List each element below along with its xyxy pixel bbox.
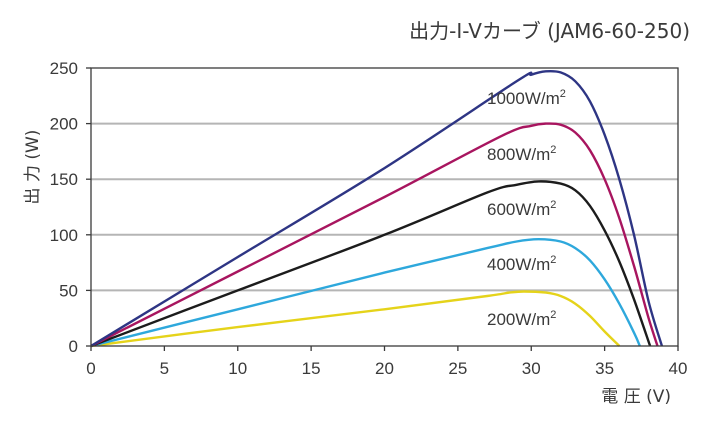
series-label: 1000W/m2 [487,88,566,108]
y-tick-label: 0 [69,337,78,356]
gridlines [91,122,678,292]
x-tick-label: 25 [448,359,467,378]
y-tick-label: 250 [50,59,78,78]
series-label: 200W/m2 [487,309,556,329]
series-label: 400W/m2 [487,254,556,274]
y-axis-title: 出 力 (W) [23,130,43,205]
x-tick-label: 35 [595,359,614,378]
series-line [90,290,621,348]
series-line [90,122,659,348]
series-labels: 1000W/m2 800W/m2 600W/m2 400W/m2 200W/m2 [487,88,566,329]
series-line [90,180,652,348]
x-axis-title: 電 圧 (V) [601,387,671,407]
x-tick-label: 0 [86,359,95,378]
x-axis-ticks: 0 5 10 15 20 25 30 35 40 [86,346,687,378]
series-layer [90,69,664,348]
x-tick-label: 40 [669,359,688,378]
x-tick-label: 10 [228,359,247,378]
x-tick-label: 20 [375,359,394,378]
y-axis-ticks: 0 50 100 150 200 250 [50,59,91,356]
x-tick-label: 30 [522,359,541,378]
x-tick-label: 5 [160,359,169,378]
x-tick-label: 15 [302,359,321,378]
y-tick-label: 100 [50,226,78,245]
y-tick-label: 50 [59,281,78,300]
series-line [90,69,664,348]
y-tick-label: 200 [50,115,78,134]
chart-title: 出力-I-Vカーブ (JAM6-60-250) [409,19,690,43]
series-label: 800W/m2 [487,144,556,164]
series-line [90,238,641,348]
y-tick-label: 150 [50,170,78,189]
series-label: 600W/m2 [487,199,556,219]
